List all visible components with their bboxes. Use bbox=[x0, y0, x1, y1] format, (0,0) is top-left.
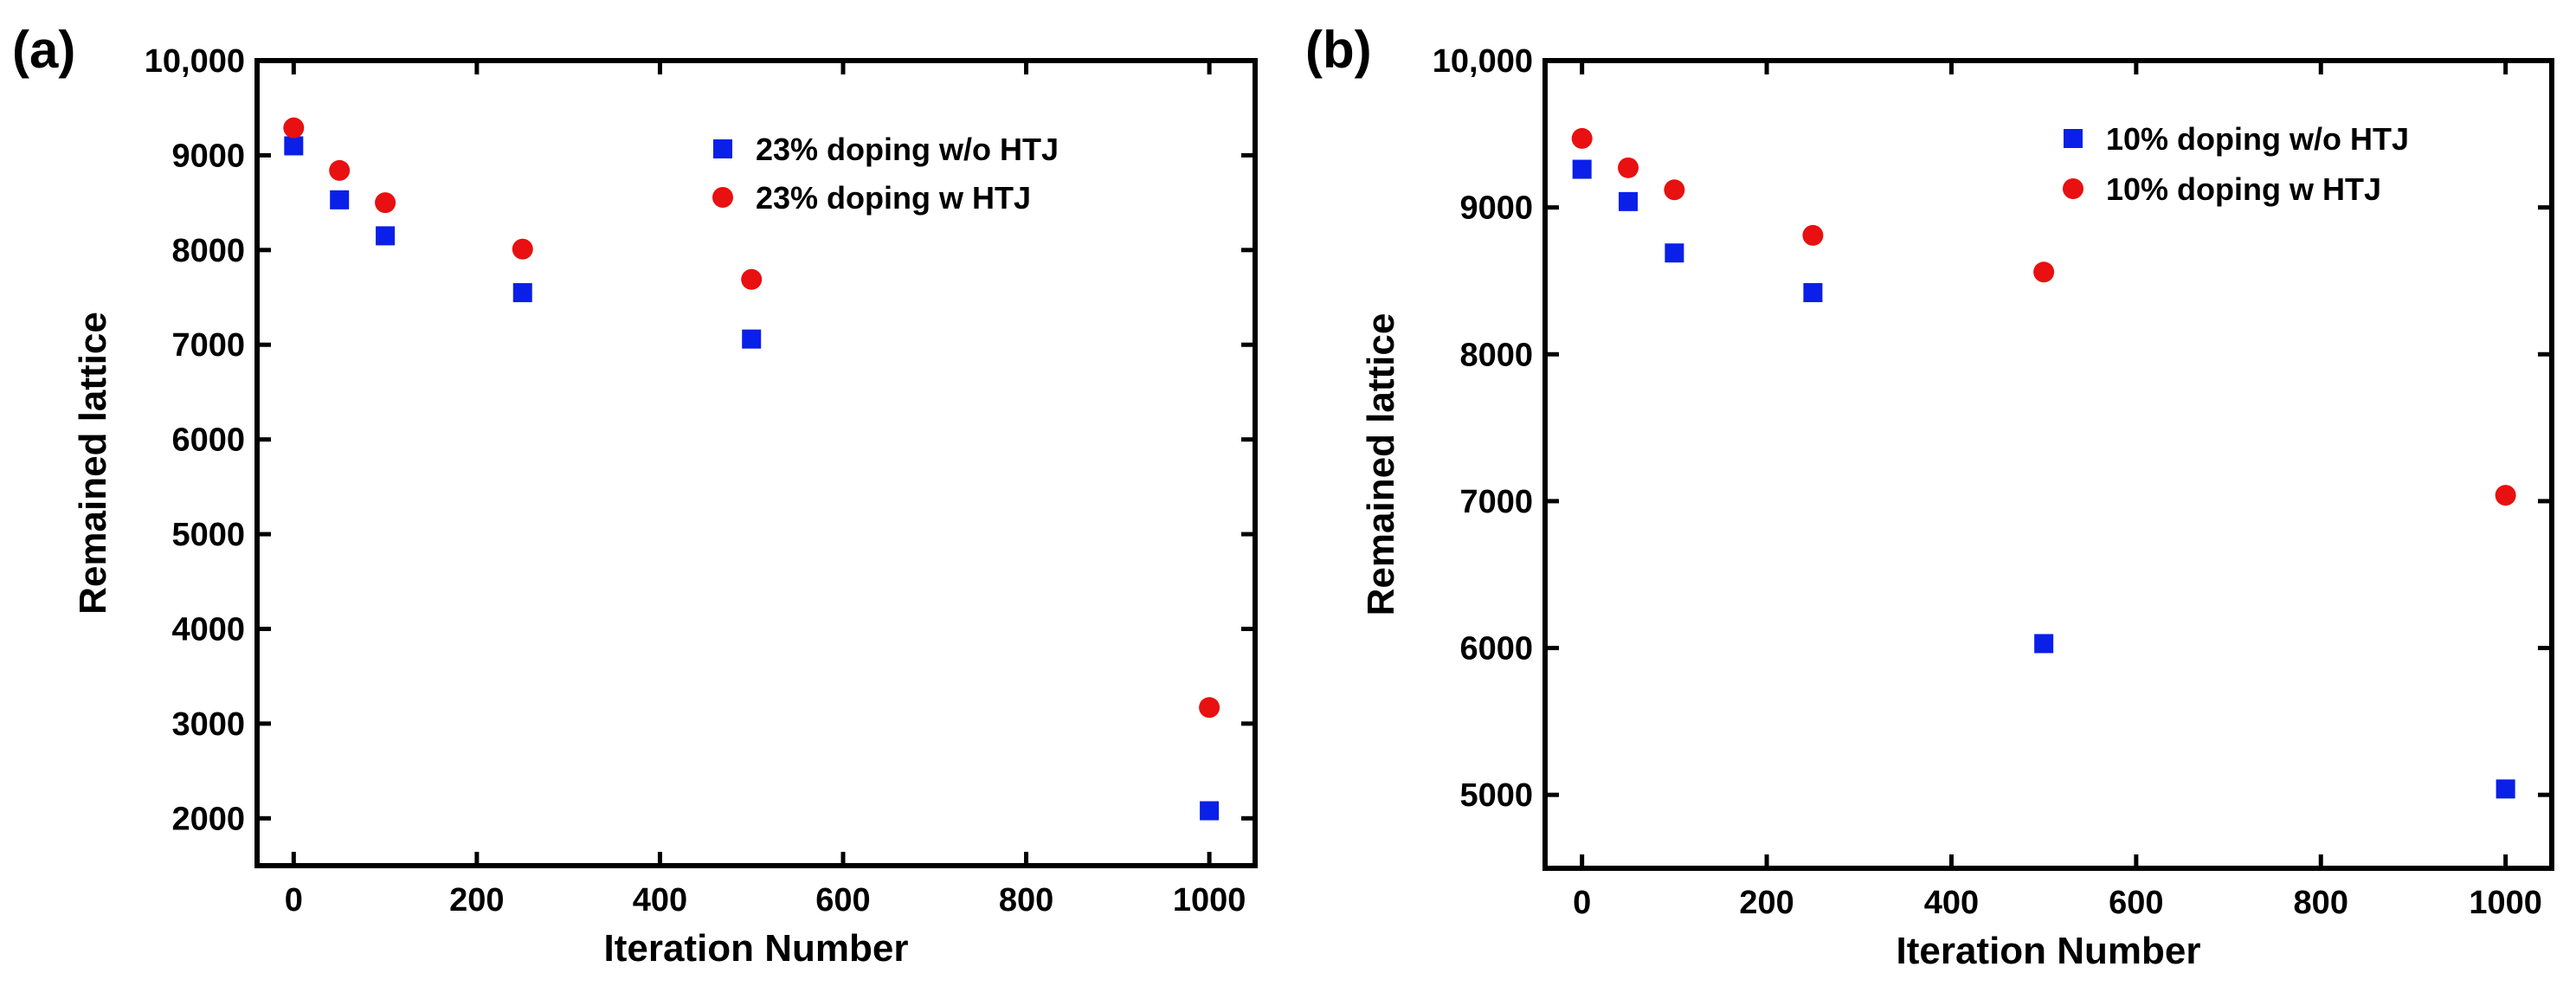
x-tick-label: 1000 bbox=[2469, 885, 2542, 921]
data-point-circle bbox=[1571, 127, 1593, 149]
data-point-square bbox=[1803, 283, 1823, 303]
y-tick-label: 9000 bbox=[171, 138, 245, 174]
y-tick-label: 4000 bbox=[171, 611, 245, 648]
x-tick-label: 200 bbox=[449, 882, 504, 918]
panel-label-b: (b) bbox=[1305, 21, 1372, 79]
data-point-square bbox=[512, 283, 532, 303]
x-tick-label: 600 bbox=[815, 882, 870, 918]
x-tick-label: 600 bbox=[2109, 885, 2163, 921]
x-tick-label: 0 bbox=[285, 882, 303, 918]
legend-label: 23% doping w HTJ bbox=[756, 180, 1031, 216]
data-point-square bbox=[742, 329, 762, 349]
x-tick-label: 400 bbox=[1924, 885, 1979, 921]
x-tick-label: 800 bbox=[2294, 885, 2348, 921]
legend-marker-square bbox=[713, 139, 732, 158]
data-point-square bbox=[376, 226, 396, 246]
y-tick-label: 5000 bbox=[1459, 777, 1533, 814]
data-point-square bbox=[1619, 191, 1639, 211]
y-tick-label: 8000 bbox=[1459, 337, 1533, 373]
y-tick-label: 3000 bbox=[171, 706, 245, 743]
data-point-square bbox=[2034, 634, 2054, 654]
chart-a: 0 200 400 600 800 1000 2000 3000 4000 5000 6000 700… bbox=[72, 43, 1258, 970]
data-point-square bbox=[330, 190, 350, 209]
x-tick-label: 200 bbox=[1739, 885, 1794, 921]
y-axis-title: Remained lattice bbox=[1360, 313, 1402, 616]
data-point-circle bbox=[1199, 697, 1220, 719]
plot-frame bbox=[254, 58, 1258, 868]
data-point-square bbox=[284, 136, 304, 156]
y-tick-label: 9000 bbox=[1459, 190, 1533, 227]
data-point-circle bbox=[283, 117, 305, 139]
legend-label: 10% doping w/o HTJ bbox=[2106, 121, 2409, 157]
legend-label: 23% doping w/o HTJ bbox=[756, 132, 1059, 167]
y-tick-label: 7000 bbox=[1459, 484, 1533, 520]
x-axis-title: Iteration Number bbox=[1896, 930, 2200, 972]
data-point-circle bbox=[2033, 261, 2055, 283]
data-point-circle bbox=[741, 268, 763, 290]
data-point-circle bbox=[375, 192, 396, 214]
x-tick-label: 0 bbox=[1573, 885, 1591, 921]
data-point-circle bbox=[1618, 157, 1639, 178]
y-tick-label: 6000 bbox=[1459, 631, 1533, 667]
data-point-circle bbox=[1664, 179, 1685, 201]
x-tick-label: 400 bbox=[633, 882, 687, 918]
x-tick-label: 1000 bbox=[1173, 882, 1246, 918]
data-point-square bbox=[1572, 159, 1592, 179]
legend-marker-circle bbox=[2063, 178, 2083, 199]
data-point-circle bbox=[512, 238, 533, 260]
data-point-circle bbox=[329, 159, 351, 181]
x-axis-title: Iteration Number bbox=[603, 927, 908, 970]
y-axis-title: Remained lattice bbox=[72, 312, 114, 615]
y-tick-label: 10,000 bbox=[1433, 43, 1533, 80]
data-point-square bbox=[2496, 779, 2515, 799]
y-tick-label: 10,000 bbox=[145, 43, 245, 80]
x-tick-label: 800 bbox=[999, 882, 1053, 918]
legend-marker-circle bbox=[712, 187, 733, 208]
y-tick-label: 5000 bbox=[171, 517, 245, 553]
y-tick-label: 2000 bbox=[171, 801, 245, 837]
chart-b: 0 200 400 600 800 1000 5000 6000 7000 8000 9000 10,… bbox=[1360, 43, 2554, 972]
data-point-square bbox=[1665, 243, 1684, 263]
y-tick-label: 6000 bbox=[171, 422, 245, 459]
data-point-circle bbox=[1802, 224, 1824, 246]
y-tick-label: 7000 bbox=[171, 327, 245, 364]
legend-marker-square bbox=[2064, 129, 2083, 148]
plot-frame bbox=[1542, 58, 2554, 871]
data-point-square bbox=[1200, 801, 1220, 821]
data-point-circle bbox=[2495, 485, 2516, 506]
legend-label: 10% doping w HTJ bbox=[2106, 171, 2381, 207]
y-tick-label: 8000 bbox=[171, 233, 245, 269]
panel-label-a: (a) bbox=[12, 21, 75, 79]
